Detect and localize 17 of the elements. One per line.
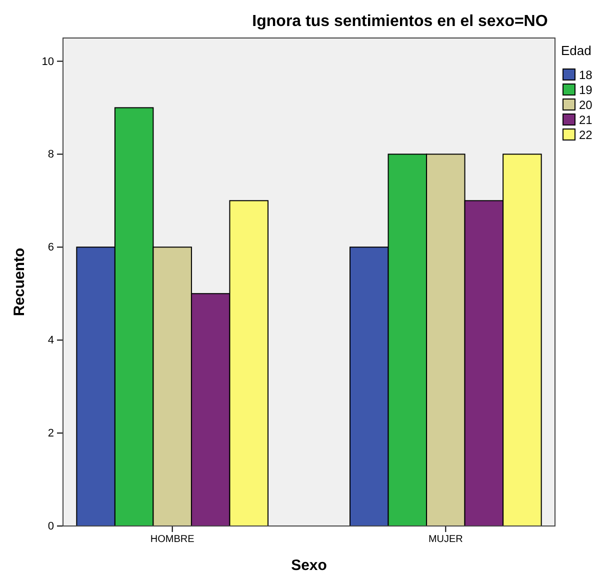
legend-label: 20: [579, 98, 593, 112]
legend-label: 18: [579, 68, 593, 82]
x-axis-title: Sexo: [291, 557, 327, 574]
x-tick-label: HOMBRE: [150, 534, 195, 546]
y-tick-label: 8: [48, 148, 54, 161]
y-tick-label: 6: [48, 242, 54, 254]
y-tick-label: 2: [48, 428, 54, 440]
legend-label: 22: [579, 128, 593, 142]
y-axis-title: Recuento: [11, 248, 28, 316]
x-tick-label: MUJER: [428, 534, 463, 546]
legend-title: Edad: [561, 43, 592, 58]
legend-label: 19: [579, 83, 593, 97]
y-tick-label: 4: [48, 334, 54, 347]
chart-title: Ignora tus sentimientos en el sexo=NO: [252, 13, 548, 30]
y-tick-label: 0: [48, 520, 54, 533]
legend-label: 21: [579, 113, 593, 127]
y-tick-label: 10: [42, 56, 54, 68]
